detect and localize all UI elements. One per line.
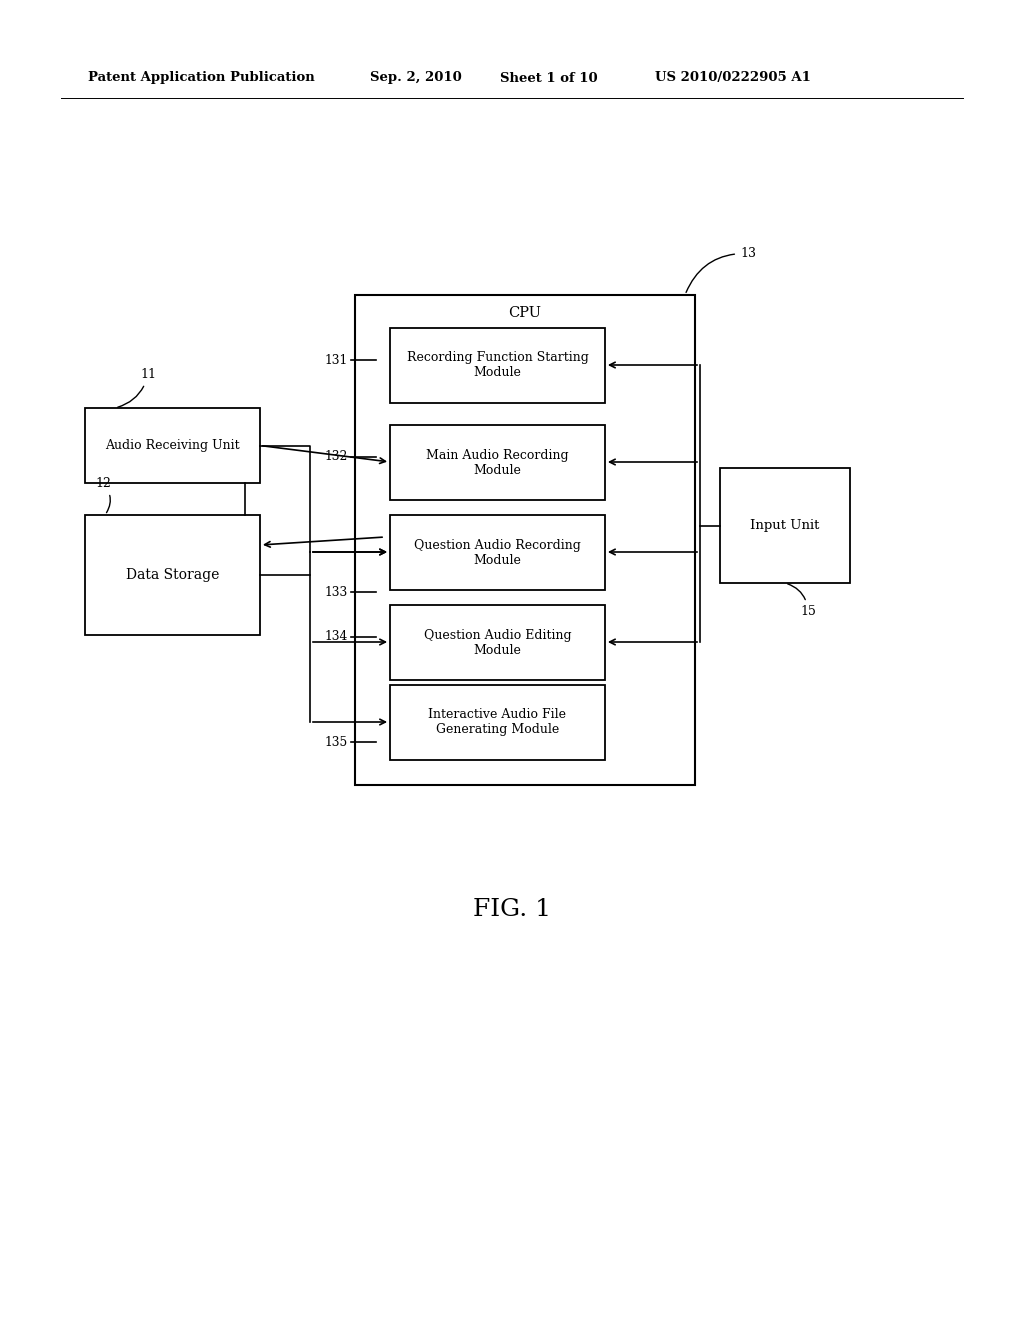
Text: Main Audio Recording
Module: Main Audio Recording Module — [426, 449, 568, 477]
Bar — [390, 685, 605, 760]
Text: Sep. 2, 2010: Sep. 2, 2010 — [370, 71, 462, 84]
Text: CPU: CPU — [509, 306, 542, 319]
Text: 11: 11 — [118, 368, 156, 408]
Text: Data Storage: Data Storage — [126, 568, 219, 582]
Bar — [390, 605, 605, 680]
Bar — [355, 294, 695, 785]
Text: 133: 133 — [325, 586, 348, 598]
Text: 134: 134 — [325, 631, 348, 644]
Text: FIG. 1: FIG. 1 — [473, 899, 551, 921]
Text: 131: 131 — [325, 354, 348, 367]
Text: 15: 15 — [787, 583, 816, 618]
Bar — [390, 515, 605, 590]
Bar — [720, 469, 850, 583]
Bar — [390, 327, 605, 403]
Text: Question Audio Editing
Module: Question Audio Editing Module — [424, 628, 571, 656]
Text: 135: 135 — [325, 735, 348, 748]
Bar — [85, 515, 260, 635]
Text: Interactive Audio File
Generating Module: Interactive Audio File Generating Module — [428, 709, 566, 737]
Text: Question Audio Recording
Module: Question Audio Recording Module — [414, 539, 581, 566]
Text: Recording Function Starting
Module: Recording Function Starting Module — [407, 351, 589, 380]
Text: Input Unit: Input Unit — [751, 519, 819, 532]
Bar — [390, 425, 605, 500]
Text: 132: 132 — [325, 450, 348, 463]
Text: Sheet 1 of 10: Sheet 1 of 10 — [500, 71, 598, 84]
Bar — [85, 408, 260, 483]
Text: 13: 13 — [686, 247, 756, 293]
Text: 12: 12 — [95, 477, 111, 512]
Text: Audio Receiving Unit: Audio Receiving Unit — [105, 440, 240, 451]
Text: Patent Application Publication: Patent Application Publication — [88, 71, 314, 84]
Text: US 2010/0222905 A1: US 2010/0222905 A1 — [655, 71, 811, 84]
